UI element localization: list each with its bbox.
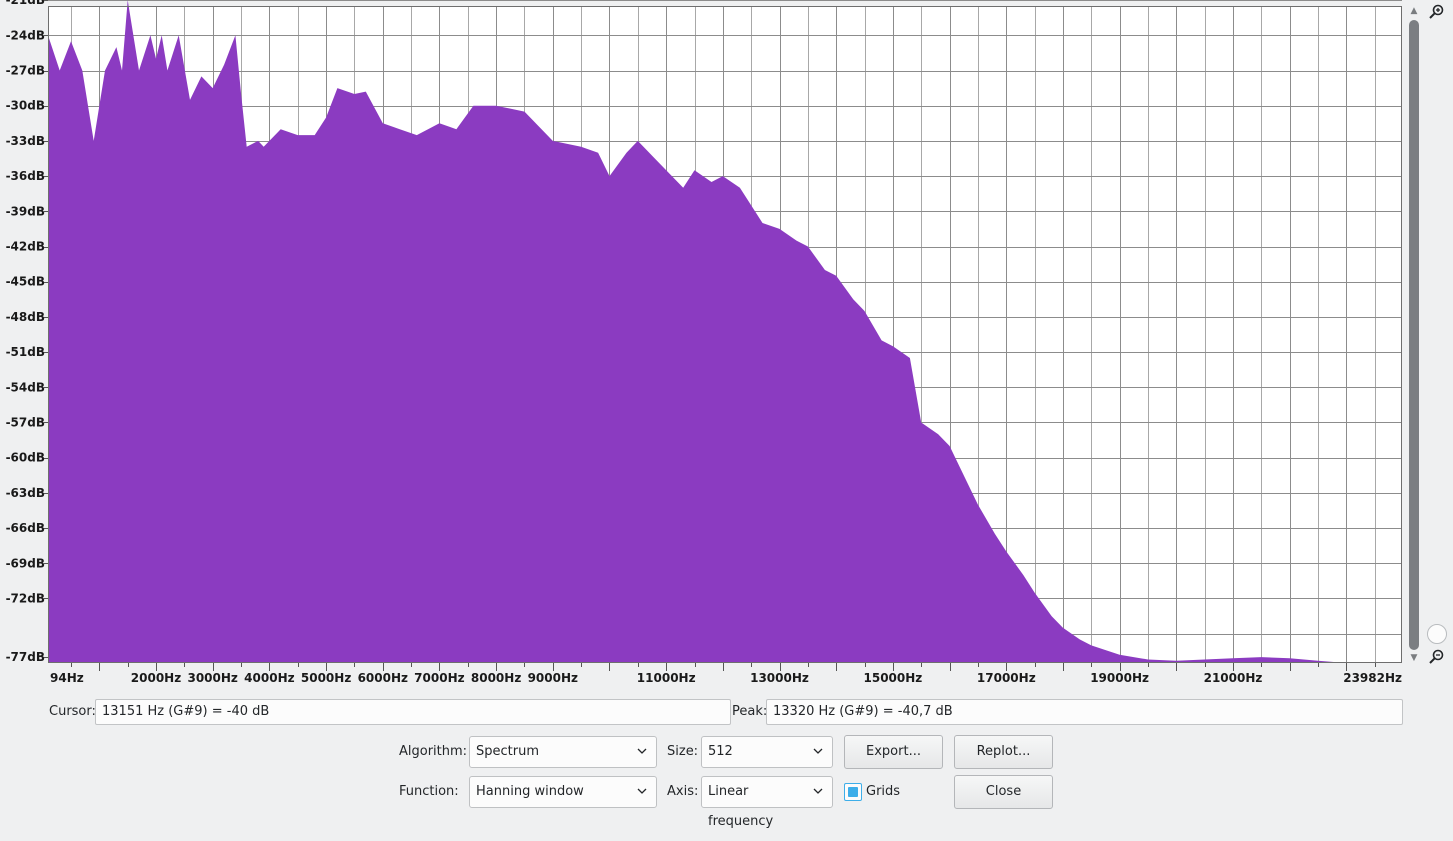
y-tick-label: -57dB (6, 416, 45, 430)
axis-select-value: Linear frequency (708, 784, 774, 829)
y-tick-label: -72dB (6, 592, 45, 606)
close-button[interactable]: Close (954, 775, 1053, 809)
scroll-up-arrow-icon[interactable]: ▲ (1410, 6, 1418, 16)
y-tick-label: -51dB (6, 345, 45, 359)
x-tick-label: 17000Hz (977, 671, 1036, 685)
grids-checkbox[interactable] (844, 783, 862, 801)
chevron-down-icon (637, 748, 647, 754)
y-tick-label: -42dB (6, 240, 45, 254)
algorithm-select[interactable]: Spectrum (469, 736, 657, 768)
function-select-value: Hanning window (476, 784, 584, 799)
replot-button[interactable]: Replot... (954, 735, 1053, 769)
spectrum-plot[interactable]: -21dB -24dB -27dB -30dB -33dB -36dB -39dB -42dB… (0, 0, 1453, 690)
y-tick-label: -39dB (6, 204, 45, 218)
plot-frame (48, 6, 1402, 663)
y-tick-label: -54dB (6, 380, 45, 394)
spectrum-chart[interactable]: -21dB -24dB -27dB -30dB -33dB -36dB -39dB -42dB… (0, 0, 1453, 690)
y-tick-label: -77dB (6, 650, 45, 664)
grids-label: Grids (866, 784, 901, 799)
x-tick-label: 9000Hz (528, 671, 578, 685)
y-tick-label: -69dB (6, 556, 45, 570)
function-select[interactable]: Hanning window (469, 776, 657, 808)
chevron-down-icon (813, 788, 823, 794)
y-tick-label: -30dB (6, 99, 45, 113)
x-tick-label: 19000Hz (1090, 671, 1149, 685)
x-axis: 94Hz 2000Hz 3000Hz 4000Hz 5000Hz 6000Hz 7000Hz… (50, 663, 1402, 685)
spectrum-area (48, 0, 1402, 664)
scroll-down-arrow-icon[interactable]: ▼ (1410, 653, 1418, 663)
cursor-label: Cursor: (49, 704, 96, 719)
chevron-down-icon (813, 748, 823, 754)
function-label: Function: (399, 784, 459, 799)
cursor-readout-field[interactable]: 13151 Hz (G#9) = -40 dB (95, 699, 731, 725)
y-tick-label: -66dB (6, 521, 45, 535)
algorithm-select-value: Spectrum (476, 744, 539, 759)
algorithm-label: Algorithm: (399, 744, 468, 759)
x-tick-label: 2000Hz (131, 671, 181, 685)
x-tick-label: 94Hz (50, 671, 84, 685)
y-tick-label: -45dB (6, 275, 45, 289)
x-tick-label: 7000Hz (414, 671, 464, 685)
x-tick-label: 15000Hz (864, 671, 923, 685)
axis-label: Axis: (667, 784, 699, 799)
peak-readout-field[interactable]: 13320 Hz (G#9) = -40,7 dB (766, 699, 1403, 725)
x-tick-label: 6000Hz (358, 671, 408, 685)
x-tick-label: 4000Hz (244, 671, 294, 685)
peak-label: Peak: (732, 704, 768, 719)
x-tick-label: 13000Hz (750, 671, 809, 685)
size-label: Size: (667, 744, 699, 759)
x-tick-label: 21000Hz (1204, 671, 1263, 685)
zoom-slider[interactable] (1427, 624, 1447, 644)
x-tick-label: 23982Hz (1343, 671, 1402, 685)
y-tick-label: -63dB (6, 486, 45, 500)
x-tick-label: 11000Hz (637, 671, 696, 685)
y-tick-label: -60dB (6, 451, 45, 465)
x-tick-label: 3000Hz (187, 671, 237, 685)
zoom-out-icon[interactable] (1428, 649, 1444, 665)
x-tick-label: 8000Hz (471, 671, 521, 685)
chevron-down-icon (637, 788, 647, 794)
size-select-value: 512 (708, 744, 733, 759)
x-tick-label: 5000Hz (301, 671, 351, 685)
y-tick-label: -48dB (6, 310, 45, 324)
y-tick-label: -27dB (6, 64, 45, 78)
size-select[interactable]: 512 (701, 736, 833, 768)
export-button[interactable]: Export... (844, 735, 943, 769)
y-tick-label: -24dB (6, 28, 45, 42)
y-tick-label: -33dB (6, 134, 45, 148)
grids-checkbox-mark (848, 787, 858, 797)
y-tick-label: -21dB (6, 0, 45, 7)
axis-select[interactable]: Linear frequency (701, 776, 833, 829)
vertical-scrollbar[interactable] (1409, 20, 1419, 650)
zoom-in-icon[interactable] (1428, 4, 1444, 20)
y-tick-label: -36dB (6, 169, 45, 183)
